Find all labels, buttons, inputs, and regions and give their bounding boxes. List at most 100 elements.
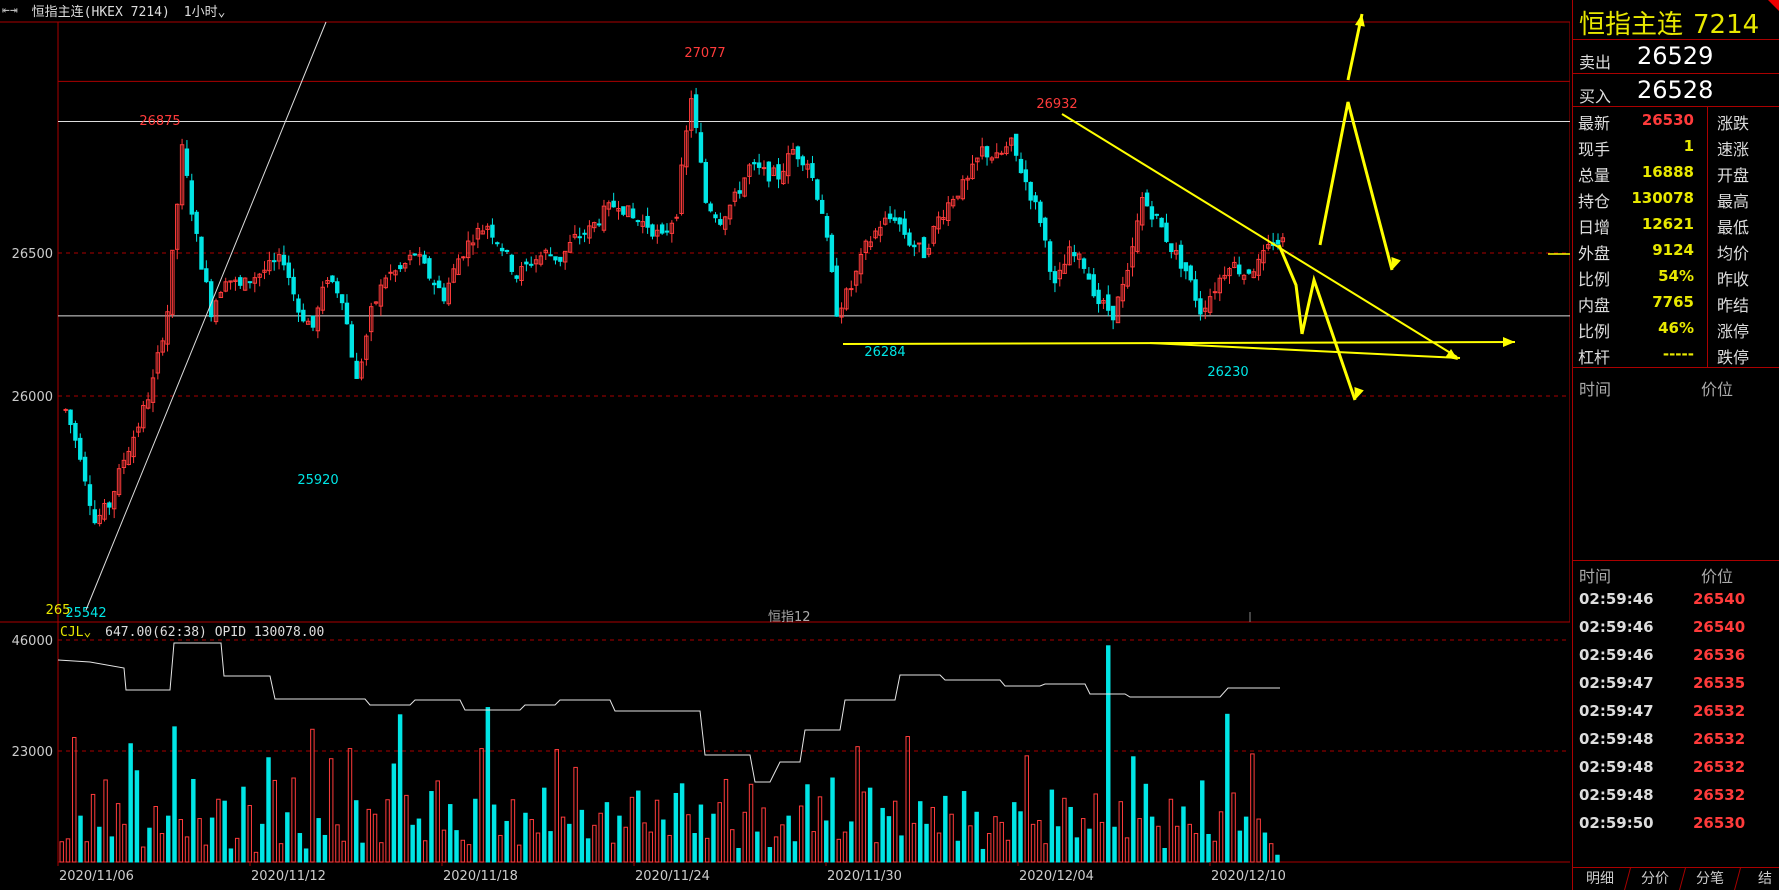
volume-bar — [723, 778, 729, 863]
volume-bar — [1218, 811, 1224, 863]
volume-bar — [159, 833, 165, 863]
candle-body — [776, 164, 781, 180]
trade-price: 26532 — [1693, 786, 1746, 804]
candle-body — [592, 222, 597, 229]
volume-bar — [1268, 843, 1274, 863]
collapse-arrows-icon[interactable]: ⇤⇥ — [2, 2, 18, 18]
volume-bar — [1049, 789, 1055, 863]
volume-bar — [1206, 833, 1211, 863]
drawn-breakdown-path — [1300, 274, 1357, 401]
volume-bar — [905, 736, 910, 863]
chart-header: ⇤⇥ 恒指主连(HKEX 7214) 1小时⌄ — [0, 0, 225, 20]
volume-bar — [830, 777, 835, 863]
stats-table: 最新 26530 涨跌 现手 1 速涨 总量 16888 开盘 持仓 130078 最高 日增 12621… — [1573, 106, 1779, 368]
volume-bar — [322, 834, 328, 863]
candle-body — [960, 179, 965, 200]
volume-bar — [974, 811, 979, 863]
candle-body — [470, 242, 476, 246]
candle-body — [606, 202, 612, 210]
volume-bar — [1212, 840, 1218, 863]
candle-body — [1028, 181, 1033, 201]
candle-body — [1256, 258, 1261, 276]
candle-body — [1164, 222, 1169, 242]
volume-bar — [999, 821, 1004, 863]
candle-body — [708, 203, 713, 212]
candle-body — [480, 230, 485, 235]
x-tick-label: 2020/11/30 — [827, 869, 902, 884]
volume-bar — [867, 787, 873, 863]
arrow-head — [1354, 14, 1365, 27]
tab-明细[interactable]: 明细 — [1570, 868, 1631, 890]
candle-body — [1144, 192, 1150, 207]
candle-body — [626, 205, 631, 218]
candle-body — [1023, 169, 1029, 183]
stat-label-2: 昨结 — [1717, 296, 1750, 315]
ticks-header: 时间 价位 — [1573, 560, 1779, 586]
stat-value: 26530 — [1641, 111, 1694, 129]
candle-body — [994, 152, 999, 159]
stat-row: 内盘 7765 昨结 — [1573, 289, 1779, 315]
candle-body — [645, 215, 650, 228]
volume-bar — [128, 743, 133, 863]
stat-value: 54% — [1658, 267, 1694, 285]
volume-bar — [592, 824, 597, 863]
candle-body — [1130, 246, 1135, 268]
tab-分价[interactable]: 分价 — [1625, 868, 1686, 890]
tab-分笔[interactable]: 分笔 — [1680, 868, 1741, 890]
volume-bar — [786, 815, 791, 863]
trade-row: 02:59:46 26540 — [1573, 614, 1779, 642]
volume-bar — [1005, 839, 1011, 863]
volume-bar — [1024, 755, 1030, 863]
candle-body — [878, 226, 883, 236]
volume-bar — [510, 799, 516, 863]
volume-bar — [379, 842, 384, 863]
volume-bar — [742, 811, 748, 863]
volume-bar — [1043, 843, 1048, 863]
candle-body — [204, 268, 209, 283]
price-annotation: 25920 — [297, 473, 338, 488]
candle-body — [912, 244, 917, 248]
arrow-head — [1445, 349, 1458, 360]
price-annotation: 26875 — [139, 114, 180, 129]
candle-body — [703, 162, 708, 203]
volume-bar — [234, 837, 240, 863]
candle-body — [141, 404, 146, 429]
candle-body — [228, 280, 233, 283]
volume-indicator-selector[interactable]: CJL⌄ — [60, 625, 92, 640]
volume-bar — [1181, 806, 1186, 863]
volume-bar — [636, 790, 641, 863]
stat-value: 1 — [1683, 137, 1694, 155]
candle-body — [999, 152, 1004, 155]
volume-bar — [140, 846, 146, 863]
ticks-header-top: 时间 价位 — [1579, 380, 1734, 399]
candle-body — [611, 200, 616, 208]
candle-body — [1057, 269, 1062, 280]
volume-bar — [698, 804, 704, 863]
candle-body — [150, 377, 156, 403]
candle-body — [1280, 237, 1286, 243]
volume-bar — [936, 832, 942, 863]
candle-body — [674, 216, 679, 219]
candle-body — [713, 214, 718, 219]
candle-body — [184, 148, 190, 176]
candle-body — [441, 287, 447, 302]
tab-结[interactable]: 结 — [1735, 868, 1779, 890]
candle-body — [335, 281, 340, 294]
volume-bar — [1093, 793, 1098, 863]
open-interest-line — [57, 642, 1280, 783]
candle-body — [218, 292, 224, 299]
candle-body — [669, 222, 675, 234]
timeframe-selector[interactable]: 1小时⌄ — [183, 4, 226, 20]
volume-bar — [454, 830, 459, 863]
volume-bar — [303, 848, 309, 863]
candle-body — [558, 256, 563, 262]
candle-body — [1207, 296, 1213, 313]
candle-body — [257, 273, 262, 278]
trade-time: 02:59:46 — [1579, 646, 1654, 664]
candle-body — [582, 232, 587, 235]
candle-body — [543, 249, 548, 254]
volume-bar — [391, 763, 397, 863]
volume-bar — [335, 824, 340, 863]
volume-bar — [247, 805, 252, 863]
volume-header: CJL⌄ 647.00(62:38) OPID 130078.00 — [60, 625, 324, 640]
